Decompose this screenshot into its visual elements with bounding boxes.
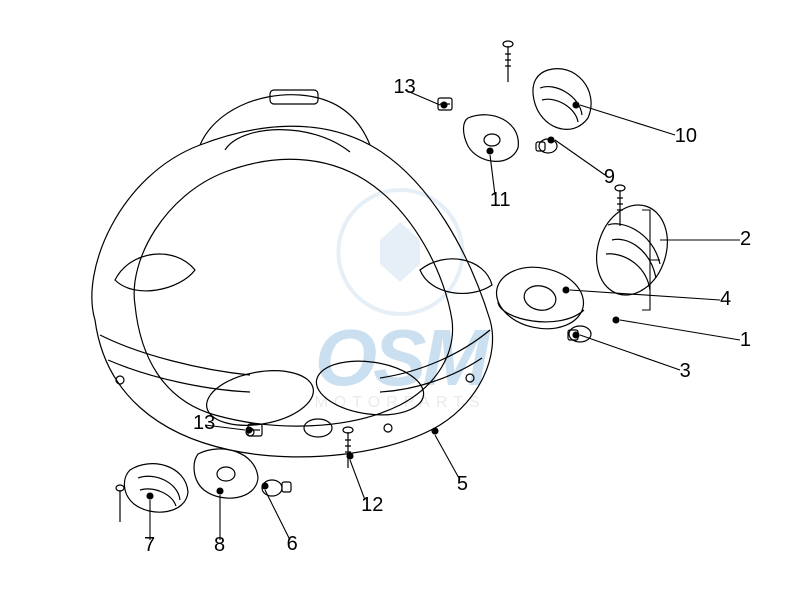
callout-6: 6 (287, 533, 298, 556)
callout-5: 5 (457, 473, 468, 496)
callout-7: 7 (144, 534, 155, 557)
callout-9: 9 (604, 166, 615, 189)
callout-8: 8 (214, 534, 225, 557)
callout-1: 1 (740, 329, 751, 352)
leader-lines (147, 90, 740, 540)
body-shell (92, 90, 493, 457)
headlight-screw (615, 185, 625, 226)
headlight-lens (585, 196, 678, 305)
callout-13: 13 (193, 412, 215, 435)
callout-13: 13 (393, 76, 415, 99)
headlight-bulb (568, 326, 591, 342)
callout-10: 10 (675, 125, 697, 148)
callout-4: 4 (720, 288, 731, 311)
callout-11: 11 (490, 189, 511, 212)
bottom-turn-signal-group (116, 424, 353, 522)
callout-12: 12 (361, 494, 383, 517)
callout-3: 3 (680, 360, 691, 383)
headlight-housing (491, 260, 590, 337)
callout-2: 2 (740, 228, 751, 251)
top-turn-signal-group (438, 41, 591, 161)
